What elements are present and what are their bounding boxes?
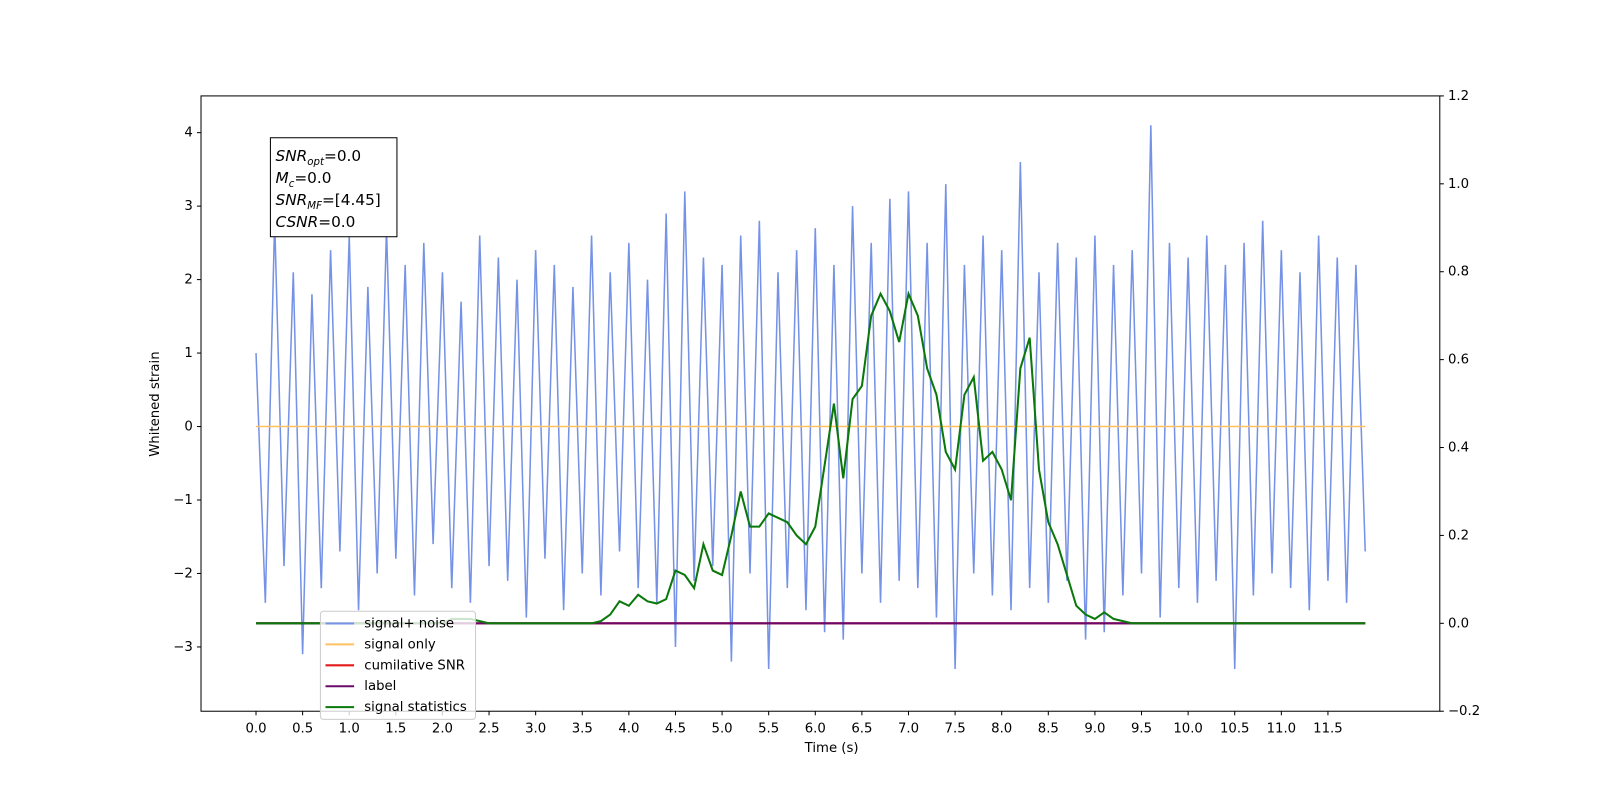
y2-tick-label: 0.0: [1448, 616, 1469, 631]
annotation-subscript: opt: [307, 157, 325, 168]
y2-tick-label: 0.8: [1448, 265, 1469, 280]
legend: signal+ noise signal only cumilative SNR la…: [319, 610, 477, 720]
x-tick-label: 5.0: [712, 722, 733, 737]
annotation-value: =0.0: [324, 147, 361, 165]
x-tick-label: 8.5: [1038, 722, 1059, 737]
y2-tick-label: 0.4: [1448, 441, 1469, 456]
y2-tick-label: 1.2: [1448, 89, 1469, 104]
annotation-line: Mc=0.0: [276, 169, 332, 190]
x-tick-label: 0.0: [245, 722, 266, 737]
y-tick-label: 4: [184, 126, 192, 141]
annotation-line: SNRopt=0.0: [276, 147, 362, 168]
x-tick-label: 2.5: [479, 722, 500, 737]
x-axis-label: Time (s): [804, 741, 859, 756]
y2-tick-label: 0.2: [1448, 528, 1469, 543]
annotation-symbol: SNR: [276, 147, 308, 165]
y-tick-label: 3: [184, 199, 192, 214]
x-tick-label: 9.0: [1084, 722, 1105, 737]
annotation-value: =0.0: [294, 169, 331, 187]
legend-frame: [319, 610, 477, 720]
legend-label: label: [364, 679, 396, 694]
annotation-frame: [269, 137, 398, 238]
x-tick-label: 7.5: [945, 722, 966, 737]
annotation-subscript: MF: [307, 201, 322, 212]
annotation-line: CSNR=0.0: [276, 212, 356, 230]
annotation-value: =0.0: [318, 212, 355, 230]
x-tick-label: 3.0: [525, 722, 546, 737]
x-tick-label: 4.0: [618, 722, 639, 737]
legend-label: signal statistics: [364, 700, 467, 715]
x-tick-label: 7.0: [898, 722, 919, 737]
y-axis-label: Whitened strain: [148, 351, 163, 456]
x-tick-label: 6.5: [851, 722, 872, 737]
axes-frame: [200, 95, 1441, 712]
x-tick-label: 1.0: [339, 722, 360, 737]
x-tick-label: 2.0: [432, 722, 453, 737]
x-tick-label: 0.5: [292, 722, 313, 737]
x-tick-label: 4.5: [665, 722, 686, 737]
y-tick-label: 2: [184, 273, 192, 288]
x-tick-label: 1.5: [385, 722, 406, 737]
x-tick-label: 6.0: [805, 722, 826, 737]
x-tick-label: 10.0: [1173, 722, 1203, 737]
y-tick-label: −2: [173, 566, 193, 581]
y2-tick-label: 1.0: [1448, 177, 1469, 192]
annotation-subscript: c: [289, 179, 295, 190]
x-tick-label: 8.0: [991, 722, 1012, 737]
legend-label: cumilative SNR: [364, 658, 465, 673]
y-tick-label: −1: [173, 493, 193, 508]
y-tick-label: 0: [184, 420, 192, 435]
x-tick-label: 3.5: [572, 722, 593, 737]
annotation-symbol: SNR: [276, 191, 308, 209]
x-tick-label: 11.5: [1313, 722, 1343, 737]
x-tick-label: 10.5: [1220, 722, 1250, 737]
annotation-symbol: M: [276, 169, 289, 187]
x-tick-label: 5.5: [758, 722, 779, 737]
y2-tick-label: 0.6: [1448, 353, 1469, 368]
legend-label: signal only: [364, 637, 436, 652]
x-tick-label: 11.0: [1267, 722, 1297, 737]
x-tick-label: 9.5: [1131, 722, 1152, 737]
y-tick-label: 1: [184, 346, 192, 361]
annotation-line: SNRMF=[4.45]: [276, 191, 381, 212]
annotation-symbol: CSNR: [276, 212, 319, 230]
annotation-value: =[4.45]: [322, 191, 381, 209]
y2-tick-label: −0.2: [1448, 704, 1480, 719]
series-line: [255, 125, 1366, 669]
legend-label: signal+ noise: [364, 616, 454, 631]
y-tick-label: −3: [173, 640, 193, 655]
